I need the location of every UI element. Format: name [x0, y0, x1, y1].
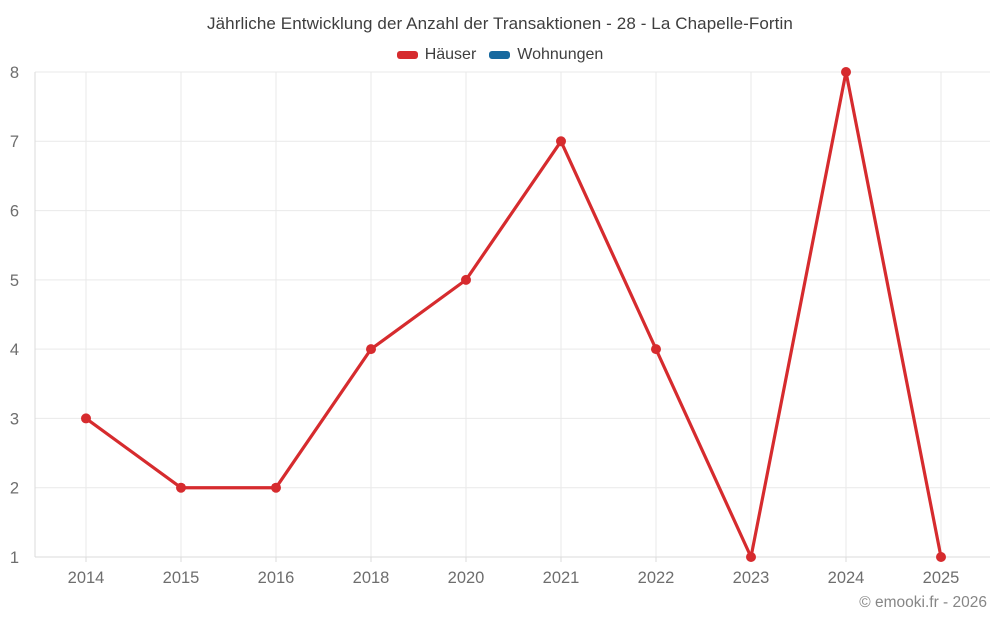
series-line-häuser — [84, 70, 943, 559]
legend-label-wohnungen: Wohnungen — [517, 46, 604, 63]
x-tick-label: 2022 — [638, 569, 675, 587]
data-point[interactable] — [651, 344, 661, 355]
x-tick-label: 2016 — [258, 569, 295, 587]
data-point[interactable] — [461, 274, 471, 285]
y-tick-label: 4 — [10, 341, 19, 359]
data-point[interactable] — [556, 136, 566, 147]
legend-item-wohnungen[interactable]: Wohnungen — [489, 46, 603, 64]
data-point[interactable] — [936, 552, 946, 562]
chart-title: Jährliche Entwicklung der Anzahl der Tra… — [207, 14, 793, 33]
wohnungen-series-swatch-icon — [489, 51, 511, 59]
x-tick-label: 2023 — [733, 569, 770, 587]
x-tick-label: 2014 — [68, 569, 105, 587]
x-tick-label: 2025 — [923, 569, 960, 587]
data-point[interactable] — [271, 482, 281, 493]
legend: Häuser Wohnungen — [0, 46, 1000, 64]
y-tick-label: 7 — [10, 133, 19, 151]
y-tick-label: 6 — [10, 203, 19, 221]
y-tick-label: 2 — [10, 480, 19, 498]
x-tick-label: 2020 — [448, 569, 485, 587]
data-point[interactable] — [746, 552, 756, 562]
x-tick-label: 2018 — [353, 569, 390, 587]
legend-item-hauser[interactable]: Häuser — [396, 46, 477, 64]
hauser-series-swatch-icon — [396, 51, 418, 59]
data-point[interactable] — [366, 344, 376, 355]
y-tick-label: 5 — [10, 272, 19, 290]
x-tick-label: 2021 — [543, 569, 580, 587]
y-tick-label: 1 — [10, 549, 19, 567]
y-tick-label: 3 — [10, 410, 19, 428]
x-tick-label: 2015 — [163, 569, 200, 587]
copyright-footer: © emooki.fr - 2026 — [859, 594, 987, 611]
data-point[interactable] — [176, 482, 186, 493]
data-point[interactable] — [841, 67, 851, 77]
x-tick-label: 2024 — [828, 569, 865, 587]
data-point[interactable] — [81, 413, 91, 424]
y-tick-label: 8 — [10, 64, 19, 82]
legend-label-hauser: Häuser — [424, 46, 477, 63]
